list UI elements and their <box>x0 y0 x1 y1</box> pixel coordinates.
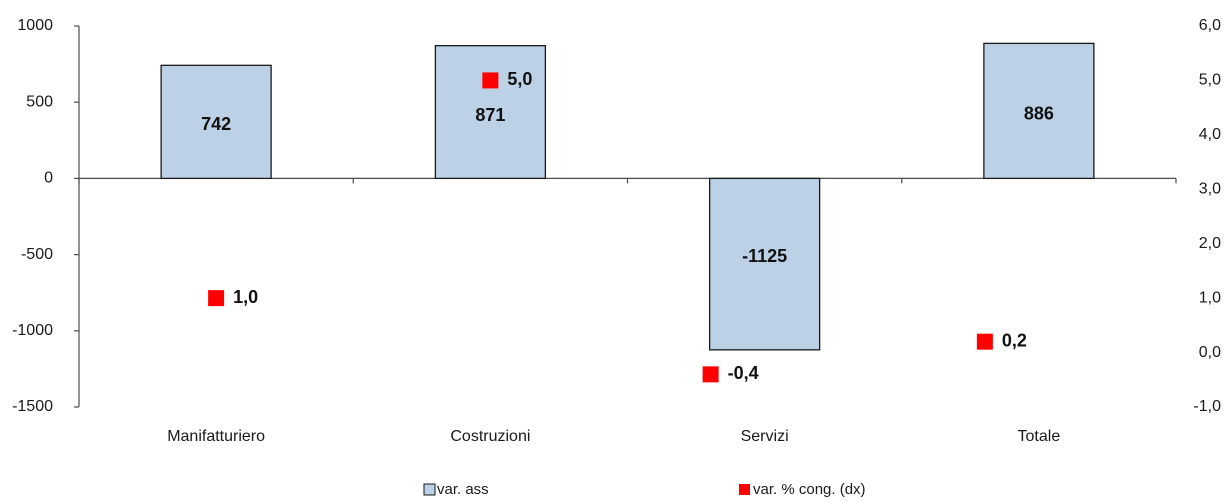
marker-servizi[interactable] <box>702 366 719 383</box>
bar-totale[interactable] <box>983 42 1095 180</box>
x-axis-category-label: Totale <box>1018 428 1061 445</box>
right-axis-tick-label: 6,0 <box>1199 17 1221 34</box>
right-axis-tick-label: 4,0 <box>1199 126 1221 143</box>
left-axis-tick-label: -1000 <box>12 322 53 339</box>
right-axis-tick-label: 2,0 <box>1199 235 1221 252</box>
bar-value-label: 742 <box>201 114 231 134</box>
right-axis-tick-label: -1,0 <box>1193 398 1221 415</box>
bar-value-label: 871 <box>475 105 505 125</box>
bar-manifatturiero[interactable] <box>160 64 272 180</box>
left-axis-tick-label: 500 <box>26 93 53 110</box>
left-axis-tick-label: 0 <box>44 170 53 187</box>
bar-costruzioni[interactable] <box>434 45 547 180</box>
bar-value-label: -1125 <box>742 246 787 266</box>
bar-servizi[interactable] <box>708 177 821 351</box>
bar-value-label: 886 <box>1024 104 1054 124</box>
legend-swatch-var-perc <box>739 484 750 495</box>
x-axis-category-label: Manifatturiero <box>167 428 265 445</box>
marker-value-label: 0,2 <box>1002 330 1027 350</box>
left-axis-tick-label: 1000 <box>17 17 53 34</box>
right-axis-tick-label: 3,0 <box>1199 181 1221 198</box>
marker-value-label: 5,0 <box>507 69 532 89</box>
legend-label: var. % cong. (dx) <box>753 481 866 498</box>
right-axis-tick-label: 5,0 <box>1199 72 1221 89</box>
right-axis-tick-label: 1,0 <box>1199 289 1221 306</box>
legend-swatch-var-ass <box>423 483 436 496</box>
marker-manifatturiero[interactable] <box>208 290 225 307</box>
marker-costruzioni[interactable] <box>482 72 499 89</box>
left-axis-tick-label: -1500 <box>12 398 53 415</box>
legend-label: var. ass <box>437 481 489 498</box>
marker-value-label: -0,4 <box>728 363 759 383</box>
x-axis-category-label: Servizi <box>741 428 789 445</box>
left-axis-tick-label: -500 <box>21 246 53 263</box>
marker-value-label: 1,0 <box>233 287 258 307</box>
marker-totale[interactable] <box>976 333 993 350</box>
right-axis-tick-label: 0,0 <box>1199 344 1221 361</box>
x-axis-category-label: Costruzioni <box>450 428 530 445</box>
